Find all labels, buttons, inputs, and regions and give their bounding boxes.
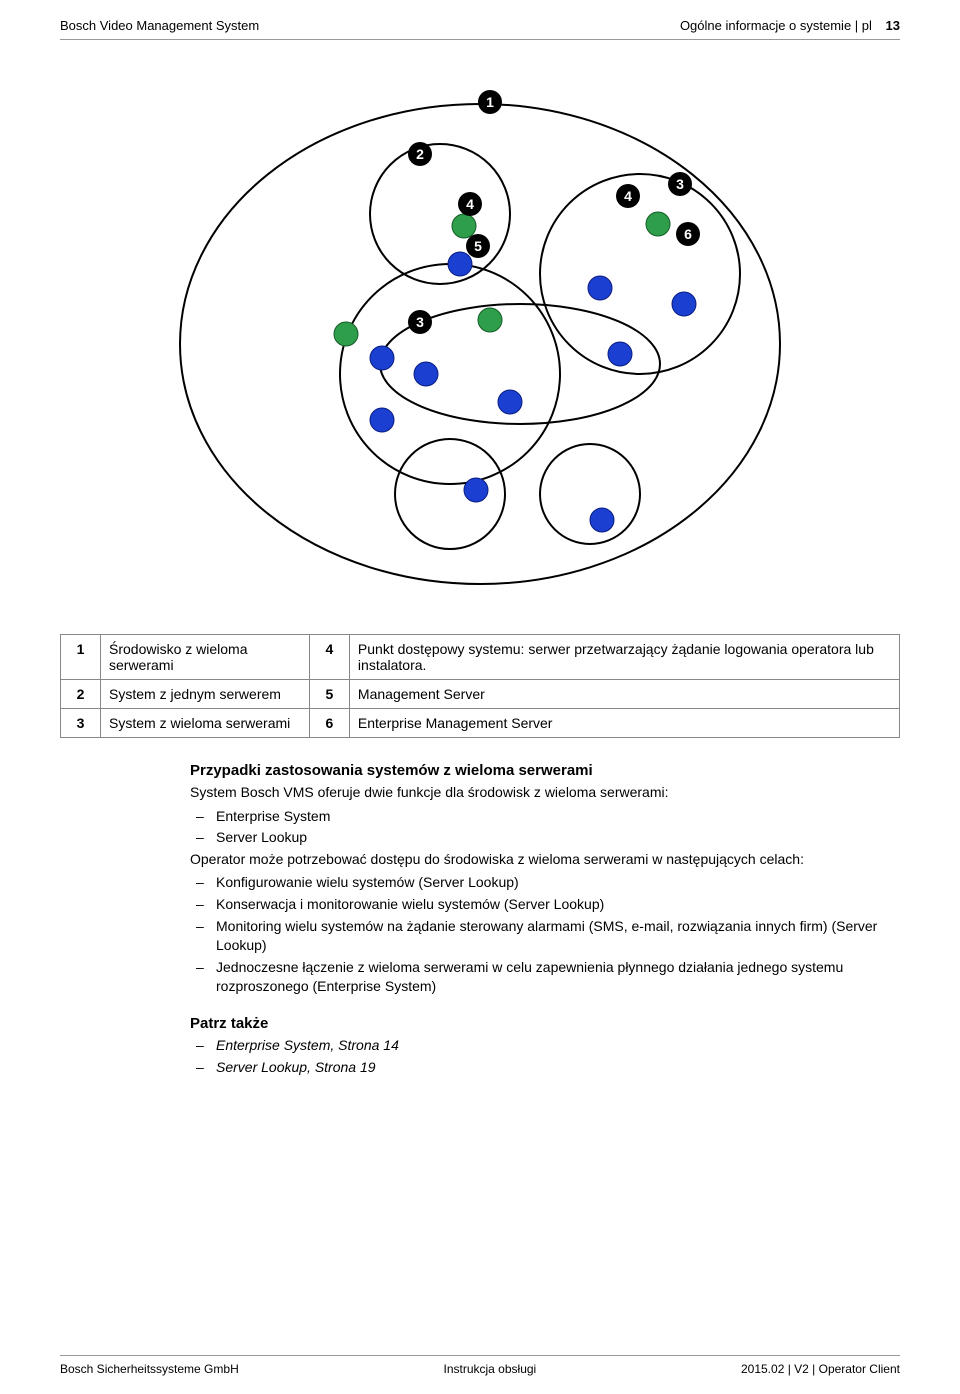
legend-value: System z wieloma serwerami [101, 709, 310, 738]
legend-key: 5 [309, 680, 349, 709]
legend-value: Punkt dostępowy systemu: serwer przetwar… [349, 635, 899, 680]
svg-text:6: 6 [684, 226, 692, 242]
list-item: –Konfigurowanie wielu systemów (Server L… [190, 873, 900, 893]
footer-center: Instrukcja obsługi [444, 1362, 537, 1376]
legend-table: 1Środowisko z wieloma serwerami4Punkt do… [60, 634, 900, 738]
system-diagram: 1 2 3 4 4 5 6 3 [160, 54, 800, 614]
list-item: –Jednoczesne łączenie z wieloma serweram… [190, 958, 900, 997]
page-header: Bosch Video Management System Ogólne inf… [60, 0, 900, 40]
footer-left: Bosch Sicherheitssysteme GmbH [60, 1362, 239, 1376]
legend-key: 1 [61, 635, 101, 680]
list-item-text: Monitoring wielu systemów na żądanie ste… [216, 917, 900, 956]
section-heading: Przypadki zastosowania systemów z wielom… [190, 762, 900, 779]
see-also-heading: Patrz także [190, 1015, 900, 1032]
dash-icon: – [190, 828, 216, 848]
list-item-text: Konserwacja i monitorowanie wielu system… [216, 895, 604, 915]
page-number: 13 [886, 18, 900, 33]
svg-text:1: 1 [486, 94, 494, 110]
list-item-text: Server Lookup, Strona 19 [216, 1058, 376, 1078]
list-item: –Konserwacja i monitorowanie wielu syste… [190, 895, 900, 915]
purpose-list: –Konfigurowanie wielu systemów (Server L… [190, 873, 900, 997]
dash-icon: – [190, 807, 216, 827]
list-item: –Monitoring wielu systemów na żądanie st… [190, 917, 900, 956]
dash-icon: – [190, 917, 216, 956]
diagram-container: 1 2 3 4 4 5 6 3 [60, 54, 900, 614]
reference-list: –Enterprise System, Strona 14–Server Loo… [190, 1036, 900, 1077]
legend-key: 3 [61, 709, 101, 738]
feature-list: –Enterprise System–Server Lookup [190, 807, 900, 848]
svg-text:4: 4 [466, 196, 474, 212]
footer-right: 2015.02 | V2 | Operator Client [741, 1362, 900, 1376]
page-footer: Bosch Sicherheitssysteme GmbH Instrukcja… [60, 1355, 900, 1376]
svg-text:5: 5 [474, 238, 482, 254]
legend-key: 6 [309, 709, 349, 738]
dash-icon: – [190, 958, 216, 997]
dash-icon: – [190, 1036, 216, 1056]
header-left: Bosch Video Management System [60, 18, 259, 33]
dash-icon: – [190, 1058, 216, 1078]
header-right: Ogólne informacje o systemie | pl 13 [680, 18, 900, 33]
svg-text:4: 4 [624, 188, 632, 204]
list-item-text: Server Lookup [216, 828, 307, 848]
list-item-text: Jednoczesne łączenie z wieloma serwerami… [216, 958, 900, 997]
dash-icon: – [190, 895, 216, 915]
dash-icon: – [190, 873, 216, 893]
paragraph: System Bosch VMS oferuje dwie funkcje dl… [190, 783, 900, 803]
list-item: –Enterprise System [190, 807, 900, 827]
legend-key: 4 [309, 635, 349, 680]
list-item: –Server Lookup, Strona 19 [190, 1058, 900, 1078]
list-item: –Server Lookup [190, 828, 900, 848]
svg-text:3: 3 [416, 314, 424, 330]
list-item: –Enterprise System, Strona 14 [190, 1036, 900, 1056]
legend-key: 2 [61, 680, 101, 709]
legend-value: Management Server [349, 680, 899, 709]
list-item-text: Enterprise System [216, 807, 330, 827]
svg-text:3: 3 [676, 176, 684, 192]
svg-text:2: 2 [416, 146, 424, 162]
body-content: Przypadki zastosowania systemów z wielom… [190, 762, 900, 1077]
list-item-text: Konfigurowanie wielu systemów (Server Lo… [216, 873, 519, 893]
legend-value: Enterprise Management Server [349, 709, 899, 738]
legend-value: Środowisko z wieloma serwerami [101, 635, 310, 680]
list-item-text: Enterprise System, Strona 14 [216, 1036, 399, 1056]
legend-value: System z jednym serwerem [101, 680, 310, 709]
paragraph: Operator może potrzebować dostępu do śro… [190, 850, 900, 870]
